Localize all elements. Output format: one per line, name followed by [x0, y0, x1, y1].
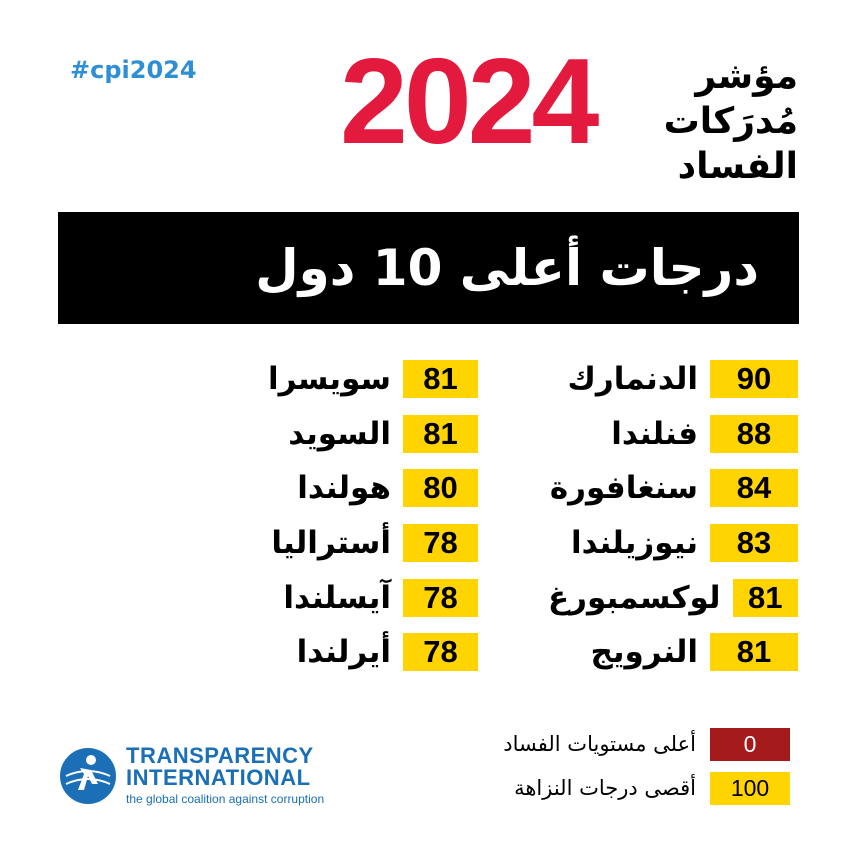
country-name: فنلندا: [611, 415, 698, 452]
score-badge: 83: [710, 524, 798, 563]
score-badge: 81: [403, 414, 478, 453]
country-row: فنلندا 88: [548, 407, 798, 462]
country-name: نيوزيلندا: [570, 525, 698, 562]
country-name: لوكسمبورغ: [548, 579, 721, 616]
legend-row: أعلى مستويات الفساد 0: [470, 726, 790, 762]
legend-row: أقصى درجات النزاهة 100: [470, 770, 790, 806]
index-title: مؤشر مُدرَكات الفساد: [664, 54, 798, 189]
index-title-line: مُدرَكات: [663, 101, 798, 142]
transparency-international-logo: TRANSPARENCY INTERNATIONAL the global co…: [58, 745, 324, 807]
country-column-left: سويسرا 81 السويد 81 هولندا 80 أستراليا 7…: [240, 352, 478, 680]
country-row: نيوزيلندا 83: [548, 516, 798, 571]
country-name: أستراليا: [271, 525, 391, 562]
country-row: أيرلندا 78: [240, 625, 478, 680]
country-name: آيسلندا: [283, 579, 391, 616]
country-row: النرويج 81: [548, 625, 798, 680]
legend-swatch-high: 100: [710, 771, 790, 805]
score-badge: 78: [403, 633, 478, 672]
logo-text: TRANSPARENCY INTERNATIONAL the global co…: [126, 745, 324, 807]
score-legend: أعلى مستويات الفساد 0 أقصى درجات النزاهة…: [470, 726, 790, 814]
legend-label: أقصى درجات النزاهة: [514, 776, 696, 800]
country-name: هولندا: [297, 470, 391, 507]
index-title-line: الفساد: [677, 146, 798, 187]
legend-swatch-low: 0: [710, 727, 790, 761]
score-badge: 81: [732, 578, 798, 617]
country-name: أيرلندا: [296, 634, 391, 671]
score-badge: 84: [710, 469, 798, 508]
score-badge: 78: [403, 578, 478, 617]
title-banner: درجات أعلى 10 دول: [58, 212, 799, 324]
country-row: سويسرا 81: [240, 352, 478, 407]
legend-label: أعلى مستويات الفساد: [503, 732, 696, 756]
country-name: النرويج: [590, 634, 698, 671]
score-badge: 81: [710, 633, 798, 672]
country-row: آيسلندا 78: [240, 570, 478, 625]
index-title-line: مؤشر: [695, 56, 798, 97]
country-row: السويد 81: [240, 407, 478, 462]
country-row: الدنمارك 90: [548, 352, 798, 407]
country-row: أستراليا 78: [240, 516, 478, 571]
country-row: سنغافورة 84: [548, 461, 798, 516]
score-badge: 80: [403, 469, 478, 508]
country-row: هولندا 80: [240, 461, 478, 516]
ti-globe-person-icon: [60, 748, 116, 804]
country-column-right: الدنمارك 90 فنلندا 88 سنغافورة 84 نيوزيل…: [548, 352, 798, 680]
score-badge: 81: [403, 360, 478, 399]
score-badge: 90: [710, 360, 798, 399]
country-row: لوكسمبورغ 81: [548, 570, 798, 625]
country-name: الدنمارك: [567, 361, 699, 398]
score-badge: 88: [710, 414, 798, 453]
logo-line: INTERNATIONAL: [126, 765, 311, 790]
logo-line: TRANSPARENCY: [126, 743, 314, 768]
year-heading: 2024: [340, 33, 599, 169]
banner-title: درجات أعلى 10 دول: [255, 239, 759, 297]
country-name: سويسرا: [267, 361, 391, 398]
hashtag: #cpi2024: [70, 56, 197, 84]
country-name: السويد: [288, 415, 391, 452]
logo-tagline: the global coalition against corruption: [126, 792, 325, 806]
score-badge: 78: [403, 524, 478, 563]
country-name: سنغافورة: [549, 470, 698, 507]
